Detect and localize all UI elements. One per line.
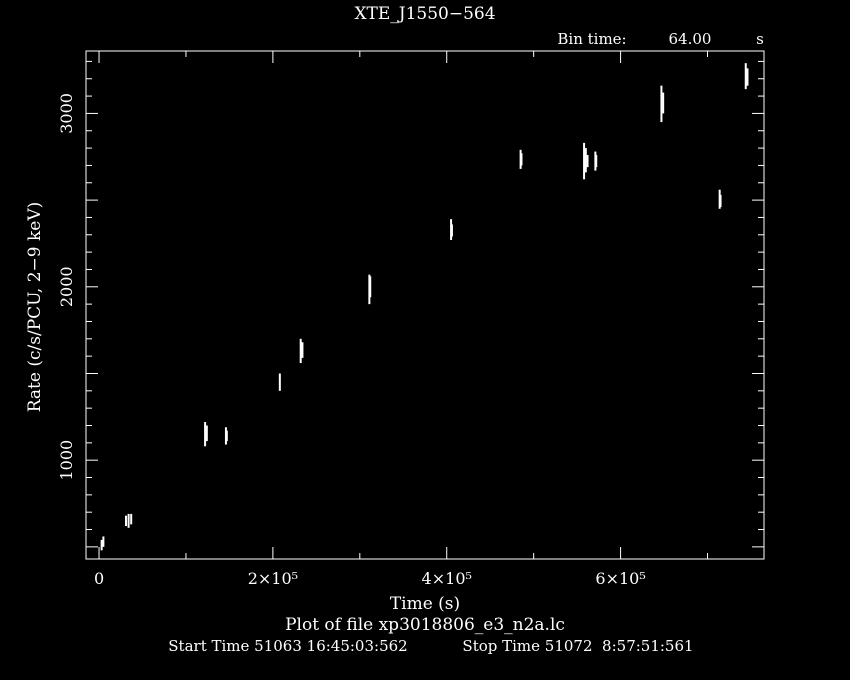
- axis-ticks: [86, 51, 764, 559]
- y-tick-label: 1000: [57, 440, 76, 481]
- plot-frame: [85, 50, 765, 560]
- y-tick-label: 2000: [57, 266, 76, 307]
- x-tick-label: 0: [94, 569, 104, 588]
- chart-title: XTE_J1550−564: [354, 4, 495, 24]
- y-tick-label: 3000: [57, 93, 76, 134]
- y-axis-label: Rate (c/s/PCU, 2−9 keV): [25, 202, 45, 413]
- x-tick-label: 2×10⁵: [248, 569, 298, 588]
- x-tick-label: 6×10⁵: [595, 569, 645, 588]
- x-tick-label: 4×10⁵: [422, 569, 472, 588]
- data-segments: [100, 63, 749, 551]
- bin-time-label: Bin time:: [557, 30, 626, 48]
- x-tick-labels: 0 2×10⁵ 4×10⁵ 6×10⁵: [94, 569, 646, 588]
- x-axis-label: Time (s): [390, 594, 460, 614]
- bin-time-value: 64.00: [669, 30, 712, 48]
- start-time-label: Start Time 51063 16:45:03:562: [168, 637, 407, 655]
- stop-time-label: Stop Time 51072 8:57:51:561: [462, 637, 693, 655]
- bin-time-unit: s: [756, 30, 764, 48]
- y-tick-labels: 1000 2000 3000: [57, 93, 76, 480]
- file-label: Plot of file xp3018806_e3_n2a.lc: [285, 615, 565, 635]
